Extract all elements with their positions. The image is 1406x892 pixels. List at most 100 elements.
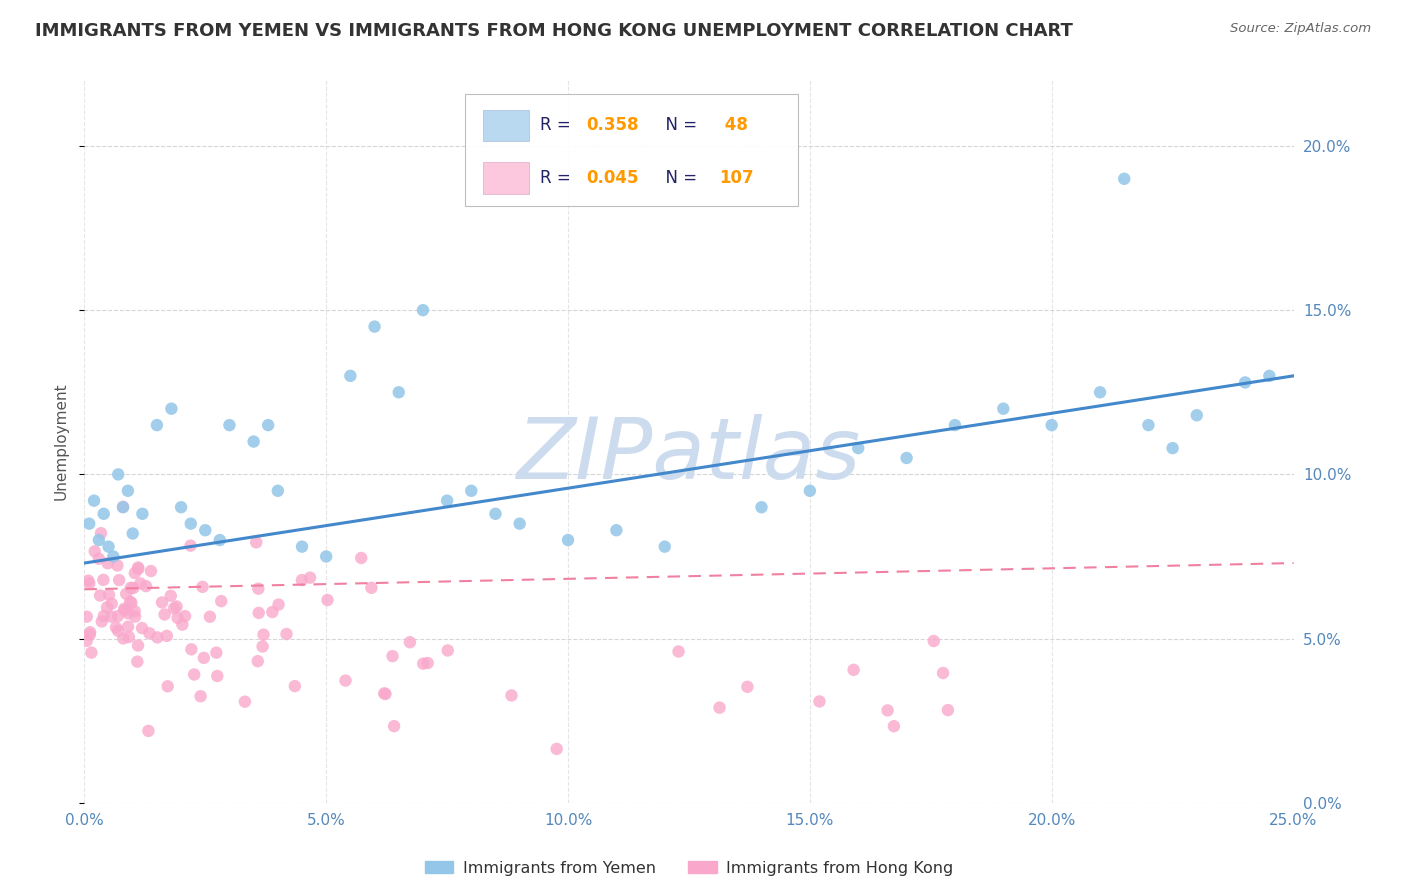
Point	[76, 633, 98, 648]
Point	[284, 679, 307, 693]
Point	[605, 523, 627, 537]
Point	[138, 626, 160, 640]
Point	[117, 483, 139, 498]
Point	[936, 703, 959, 717]
Point	[120, 595, 142, 609]
Point	[170, 500, 193, 515]
Point	[103, 549, 125, 564]
Point	[124, 566, 146, 580]
Point	[146, 631, 169, 645]
Point	[100, 609, 122, 624]
Point	[247, 582, 270, 596]
Point	[180, 516, 202, 531]
Point	[107, 558, 129, 573]
Point	[121, 526, 143, 541]
Point	[315, 549, 337, 564]
Point	[557, 533, 579, 547]
Point	[876, 703, 898, 717]
Point	[291, 540, 314, 554]
Point	[172, 617, 194, 632]
Point	[79, 576, 101, 591]
Point	[808, 694, 831, 708]
Text: R =: R =	[540, 116, 576, 135]
Point	[262, 605, 284, 619]
Point	[93, 608, 115, 623]
Point	[654, 540, 676, 554]
Point	[943, 418, 966, 433]
Point	[156, 629, 179, 643]
Point	[546, 742, 568, 756]
Point	[127, 655, 149, 669]
Point	[163, 601, 186, 615]
Point	[124, 609, 146, 624]
Point	[751, 500, 773, 515]
Text: N =: N =	[655, 169, 703, 187]
Point	[209, 594, 232, 608]
Point	[135, 579, 157, 593]
Point	[267, 598, 290, 612]
Point	[115, 587, 138, 601]
Point	[93, 507, 115, 521]
Text: 48: 48	[720, 116, 748, 135]
Point	[205, 646, 228, 660]
Point	[252, 628, 274, 642]
Point	[1161, 441, 1184, 455]
Point	[79, 627, 101, 641]
Point	[350, 551, 373, 566]
Bar	[484, 110, 529, 141]
Text: IMMIGRANTS FROM YEMEN VS IMMIGRANTS FROM HONG KONG UNEMPLOYMENT CORRELATION CHAR: IMMIGRANTS FROM YEMEN VS IMMIGRANTS FROM…	[35, 22, 1073, 40]
Point	[1088, 385, 1111, 400]
Point	[183, 667, 205, 681]
Point	[246, 654, 269, 668]
Point	[412, 303, 434, 318]
Point	[87, 533, 110, 547]
Point	[131, 621, 153, 635]
Point	[107, 609, 129, 624]
Point	[180, 642, 202, 657]
Point	[299, 571, 322, 585]
Point	[388, 385, 411, 400]
Point	[129, 576, 152, 591]
Point	[501, 689, 523, 703]
Point	[668, 644, 690, 658]
Point	[252, 640, 274, 654]
Point	[1234, 376, 1257, 390]
Point	[124, 604, 146, 618]
Point	[922, 634, 945, 648]
Point	[932, 666, 955, 681]
Point	[87, 551, 110, 566]
Point	[127, 639, 149, 653]
Bar	[484, 162, 529, 194]
Point	[194, 523, 217, 537]
Point	[416, 656, 439, 670]
Point	[107, 624, 129, 638]
Point	[190, 690, 212, 704]
Point	[381, 649, 404, 664]
Point	[107, 467, 129, 482]
Point	[160, 401, 183, 416]
Point	[139, 564, 162, 578]
Point	[382, 719, 405, 733]
Point	[138, 723, 160, 738]
Legend: Immigrants from Yemen, Immigrants from Hong Kong: Immigrants from Yemen, Immigrants from H…	[418, 855, 960, 882]
Point	[83, 544, 105, 558]
Point	[97, 556, 120, 570]
Point	[98, 588, 121, 602]
Point	[150, 595, 173, 609]
Point	[96, 600, 118, 615]
Point	[198, 609, 221, 624]
Point	[156, 679, 179, 693]
Text: ZIPatlas: ZIPatlas	[517, 415, 860, 498]
Point	[166, 599, 188, 614]
Point	[737, 680, 759, 694]
Point	[1258, 368, 1281, 383]
Point	[257, 418, 280, 433]
Text: 107: 107	[720, 169, 754, 187]
Point	[709, 700, 731, 714]
Point	[193, 651, 215, 665]
Point	[460, 483, 482, 498]
Point	[90, 526, 112, 541]
Point	[846, 441, 869, 455]
Point	[509, 516, 531, 531]
Point	[108, 573, 131, 587]
